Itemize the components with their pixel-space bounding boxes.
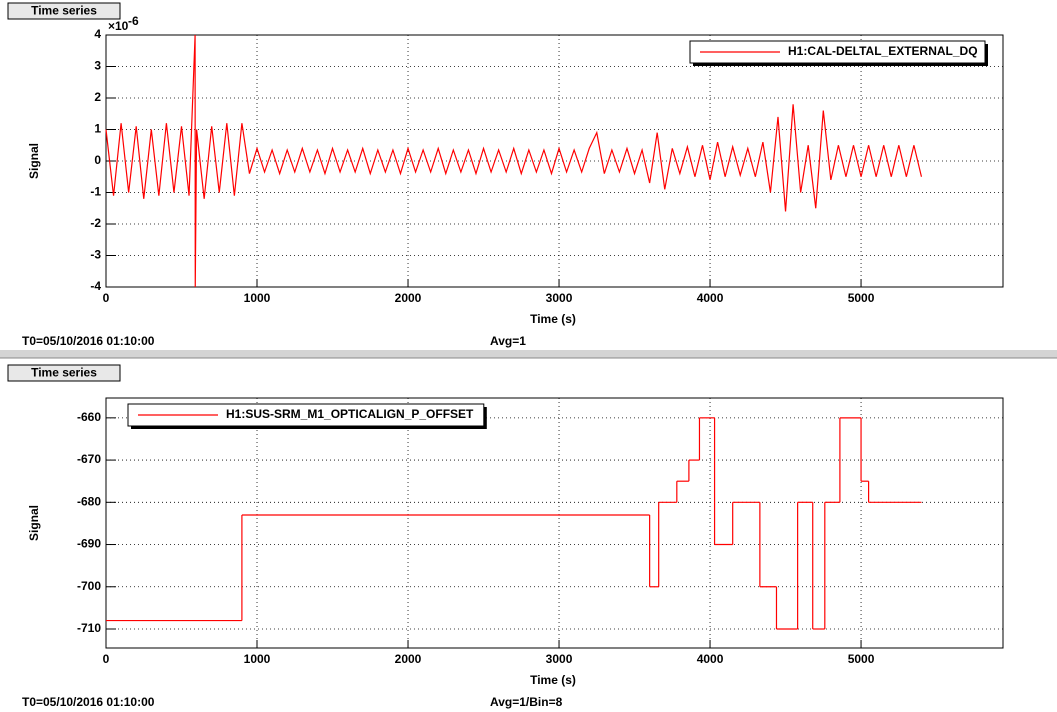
y-multiplier-exp: -6: [128, 14, 139, 28]
y-tick-label: -710: [77, 621, 101, 635]
y-tick-label: -4: [90, 279, 101, 293]
y-tick-label: 3: [94, 59, 101, 73]
x-tick-label: 2000: [395, 652, 422, 666]
footer-center: Avg=1/Bin=8: [490, 695, 563, 709]
x-tick-label: 5000: [848, 652, 875, 666]
legend: [127, 403, 485, 427]
button: [7, 2, 121, 20]
y-tick-label: -700: [77, 579, 101, 593]
footer-left: T0=05/10/2016 01:10:00: [22, 334, 155, 348]
y-multiplier: ×10: [108, 19, 129, 33]
x-tick-label: 3000: [546, 652, 573, 666]
x-tick-label: 4000: [697, 652, 724, 666]
y-tick-label: -3: [90, 248, 101, 262]
x-axis-label: Time (s): [530, 673, 576, 687]
x-tick-label: 5000: [848, 291, 875, 305]
button-label: Time series: [31, 4, 97, 18]
footer-center: Avg=1: [490, 334, 526, 348]
plot-frame: [105, 397, 1004, 649]
y-tick-label: -1: [90, 185, 101, 199]
y-axis-label: Signal: [27, 505, 41, 541]
footer-left: T0=05/10/2016 01:10:00: [22, 695, 155, 709]
x-tick-label: 2000: [395, 291, 422, 305]
x-tick-label: 1000: [244, 652, 271, 666]
y-tick-label: -690: [77, 537, 101, 551]
y-tick-label: 2: [94, 90, 101, 104]
y-tick-label: 1: [94, 122, 101, 136]
signal-line: [105, 34, 923, 288]
separator: [0, 350, 1057, 358]
y-tick-label: -2: [90, 216, 101, 230]
button-label: Time series: [31, 366, 97, 380]
x-tick-label: 0: [103, 291, 110, 305]
y-tick-label: -670: [77, 452, 101, 466]
y-tick-label: -660: [77, 410, 101, 424]
y-axis-label: Signal: [27, 143, 41, 179]
legend-label: H1:CAL-DELTAL_EXTERNAL_DQ: [788, 44, 978, 58]
y-tick-label: -680: [77, 494, 101, 508]
x-tick-label: 1000: [244, 291, 271, 305]
x-tick-label: 0: [103, 652, 110, 666]
legend: [689, 40, 986, 64]
x-tick-label: 3000: [546, 291, 573, 305]
legend-label: H1:SUS-SRM_M1_OPTICALIGN_P_OFFSET: [226, 407, 474, 421]
y-tick-label: 0: [94, 153, 101, 167]
button: [7, 364, 121, 382]
x-axis-label: Time (s): [530, 312, 576, 326]
y-tick-label: 4: [94, 27, 101, 41]
x-tick-label: 4000: [697, 291, 724, 305]
